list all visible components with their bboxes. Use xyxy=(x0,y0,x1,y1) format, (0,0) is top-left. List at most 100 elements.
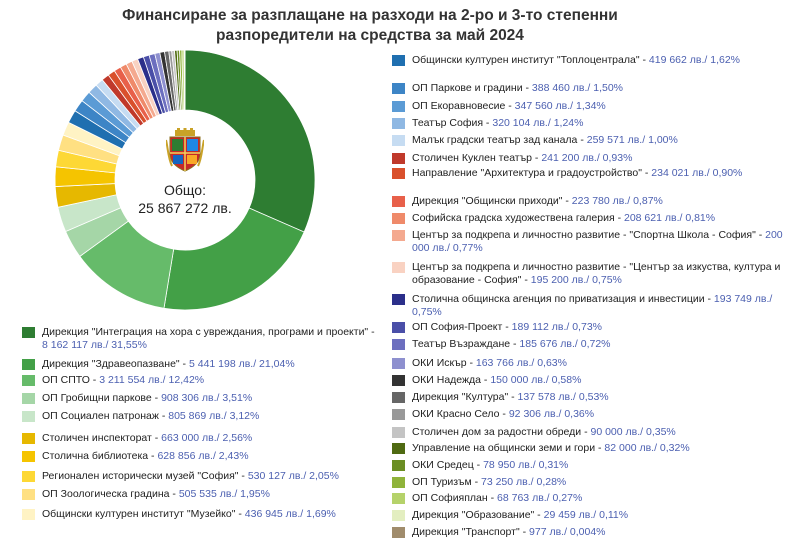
legend-swatch xyxy=(392,339,405,350)
legend-label: ОП Зоологическа градина - xyxy=(42,488,179,500)
legend-value: 241 200 лв./ 0,93% xyxy=(541,152,633,164)
legend-swatch xyxy=(392,213,405,224)
legend-label: Дирекция "Транспорт" - xyxy=(412,526,530,538)
legend-swatch xyxy=(22,489,35,500)
legend-value: 92 306 лв./ 0,36% xyxy=(508,408,595,420)
legend-label: Софийска градска художествена галерия - xyxy=(412,212,624,224)
legend-swatch xyxy=(392,83,405,94)
legend-value: 200 000 лв./ 0,77% xyxy=(412,229,783,254)
pie-slice-2 xyxy=(163,207,305,311)
legend-value: 29 459 лв./ 0,11% xyxy=(543,509,629,521)
legend-value: 505 535 лв./ 1,95% xyxy=(178,488,270,500)
legend-swatch xyxy=(392,477,405,488)
legend-value: 419 662 лв./ 1,62% xyxy=(648,54,741,66)
total-label: Общо: 25 867 272 лв. xyxy=(132,181,238,217)
legend-value: 908 306 лв./ 3,51% xyxy=(161,392,253,404)
legend-label: Столичен дом за радостни обреди - xyxy=(412,426,591,438)
legend-label: ОКИ Надежда - xyxy=(412,374,491,386)
chart-title-line-1: Финансиране за разплащане на разходи на … xyxy=(122,7,618,24)
legend-label: Малък градски театър зад канала - xyxy=(412,134,587,146)
legend-swatch xyxy=(392,375,405,386)
legend-label: Столичен инспекторат - xyxy=(42,432,162,444)
legend-value: 150 000 лв./ 0,58% xyxy=(490,374,582,386)
legend-value: 320 104 лв./ 1,24% xyxy=(492,117,584,129)
legend-value: 193 749 лв./ 0,75% xyxy=(412,293,773,318)
legend-value: 137 578 лв./ 0,53% xyxy=(517,391,609,403)
legend-value: 78 950 лв./ 0,31% xyxy=(483,459,569,471)
legend-swatch xyxy=(392,460,405,471)
legend-value: 8 162 117 лв./ 31,55% xyxy=(42,339,147,351)
legend-label: Театър Възраждане - xyxy=(412,338,520,350)
legend-value: 388 460 лв./ 1,50% xyxy=(531,82,624,94)
legend-swatch xyxy=(22,375,35,386)
legend-value: 208 621 лв./ 0,81% xyxy=(624,212,716,224)
legend-label: Дирекция "Здравеопазване" - xyxy=(42,358,189,370)
legend-swatch xyxy=(22,327,35,338)
legend-swatch xyxy=(392,322,405,333)
chart-title: Финансиране за разплащане на разходи на … xyxy=(110,6,630,46)
legend-swatch xyxy=(392,262,405,273)
legend-label: ОП Екоравновесие - xyxy=(412,100,515,112)
legend-label: Столична общинска агенция по приватизаци… xyxy=(412,293,714,305)
legend-value: 185 676 лв./ 0,72% xyxy=(519,338,611,350)
legend-swatch xyxy=(392,153,405,164)
legend-label: Дирекция "Интеграция на хора с увреждани… xyxy=(42,326,375,338)
legend-label: ОП СПТО - xyxy=(42,374,100,386)
legend-label: Общински културен институт "Топлоцентрал… xyxy=(412,54,649,66)
legend-swatch xyxy=(392,294,405,305)
legend-label: Дирекция "Култура" - xyxy=(412,391,518,403)
legend-swatch xyxy=(22,471,35,482)
legend-swatch xyxy=(392,196,405,207)
legend-swatch xyxy=(392,510,405,521)
total-value: 25 867 272 лв. xyxy=(138,200,232,216)
legend-swatch xyxy=(22,411,35,422)
legend-value: 628 856 лв./ 2,43% xyxy=(157,450,249,462)
legend-swatch xyxy=(392,409,405,420)
legend-swatch xyxy=(392,358,405,369)
legend-value: 234 021 лв./ 0,90% xyxy=(651,167,743,179)
legend-label: Регионален исторически музей "София" - xyxy=(42,470,248,482)
legend-swatch xyxy=(22,393,35,404)
legend-swatch xyxy=(22,509,35,520)
legend-label: ОКИ Средец - xyxy=(412,459,484,471)
legend-label: ОП София-Проект - xyxy=(412,321,512,333)
legend-label: Общински културен институт "Музейко" - xyxy=(42,508,245,520)
legend-label: Театър София - xyxy=(412,117,493,129)
legend-swatch xyxy=(392,427,405,438)
legend-value: 223 780 лв./ 0,87% xyxy=(571,195,663,207)
legend-value: 347 560 лв./ 1,34% xyxy=(514,100,606,112)
legend-label: ОП Гробищни паркове - xyxy=(42,392,162,404)
legend-value: 5 441 198 лв./ 21,04% xyxy=(188,358,295,370)
chart-title-line-2: разпоредители на средства за май 2024 xyxy=(216,27,524,44)
legend-value: 977 лв./ 0,004% xyxy=(529,526,606,538)
legend-label: ОП Софияплан - xyxy=(412,492,498,504)
legend-value: 259 571 лв./ 1,00% xyxy=(586,134,678,146)
legend-label: Направление "Архитектура и градоустройст… xyxy=(412,167,652,179)
total-caption: Общо: xyxy=(164,182,206,198)
legend-label: Столичен Куклен театър - xyxy=(412,152,542,164)
legend-label: ОП Паркове и градини - xyxy=(412,82,532,94)
legend-swatch xyxy=(392,230,405,241)
legend-label: Столична библиотека - xyxy=(42,450,158,462)
sofia-coat-of-arms-icon xyxy=(166,128,204,172)
legend-value: 436 945 лв./ 1,69% xyxy=(244,508,336,520)
legend-swatch xyxy=(392,55,405,66)
legend-swatch xyxy=(22,433,35,444)
legend-value: 663 000 лв./ 2,56% xyxy=(161,432,253,444)
legend-value: 73 250 лв./ 0,28% xyxy=(481,476,567,488)
legend-label: Управление на общински земи и гори - xyxy=(412,442,605,454)
legend-swatch xyxy=(392,493,405,504)
legend-label: Дирекция "Образование" - xyxy=(412,509,544,521)
legend-swatch xyxy=(22,451,35,462)
legend-swatch xyxy=(392,443,405,454)
legend-value: 189 112 лв./ 0,73% xyxy=(511,321,602,333)
legend-value: 805 869 лв./ 3,12% xyxy=(168,410,260,422)
legend-value: 163 766 лв./ 0,63% xyxy=(475,357,567,369)
legend-label: Дирекция "Общински приходи" - xyxy=(412,195,572,207)
legend-swatch xyxy=(392,168,405,179)
legend-swatch xyxy=(392,392,405,403)
legend-swatch xyxy=(392,135,405,146)
legend-value: 68 763 лв./ 0,27% xyxy=(497,492,583,504)
donut-chart xyxy=(54,49,316,311)
legend-value: 90 000 лв./ 0,35% xyxy=(590,426,676,438)
